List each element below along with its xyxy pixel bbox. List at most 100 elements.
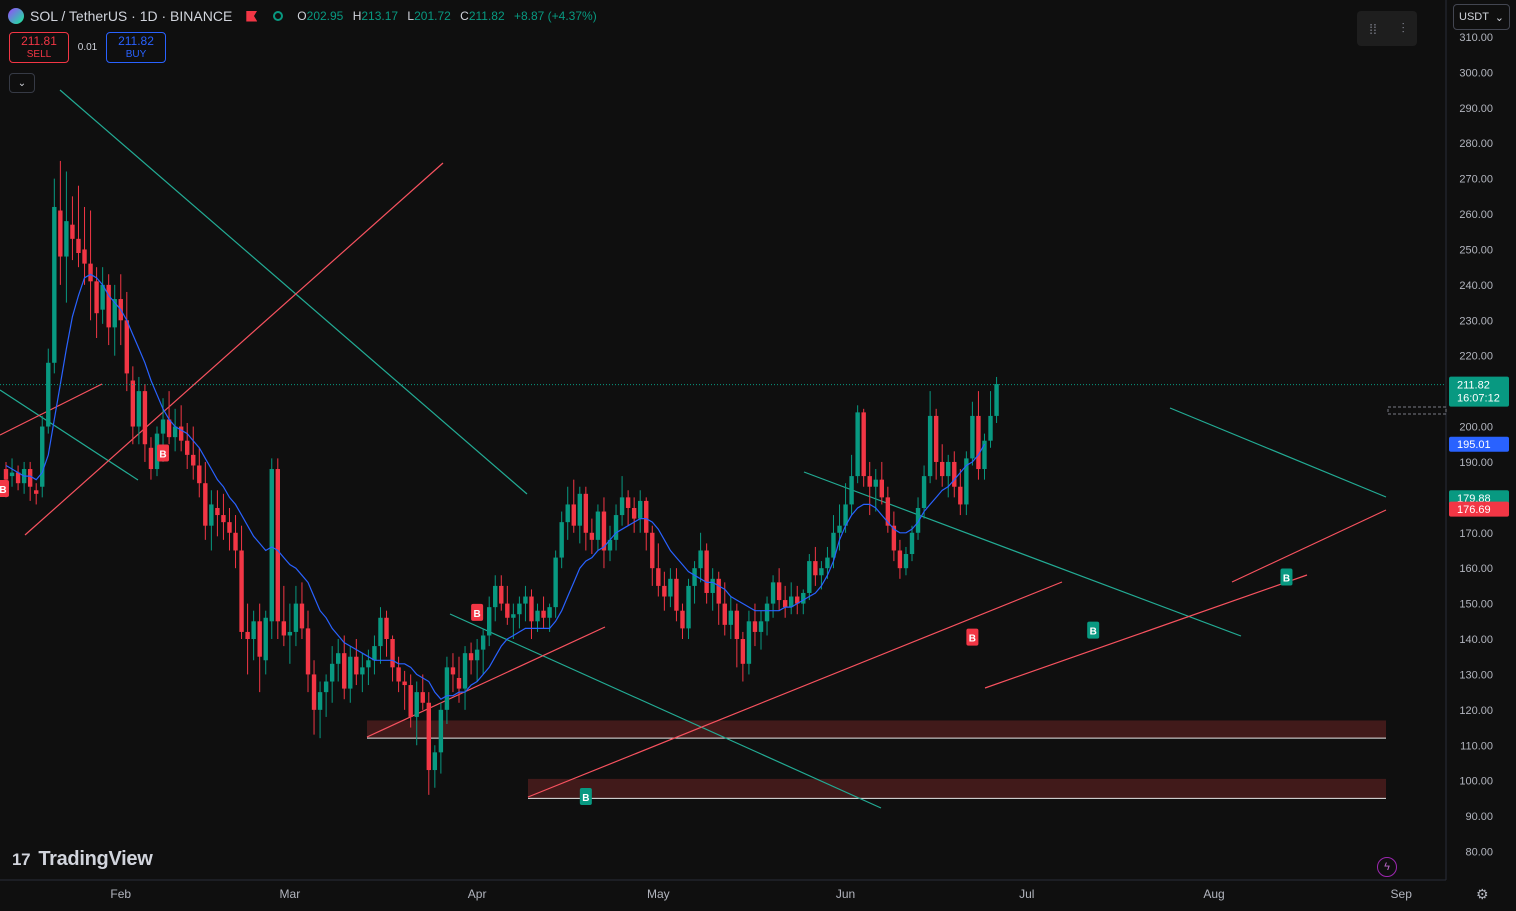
signal-marker — [1280, 568, 1293, 586]
candle — [281, 621, 287, 636]
candle — [776, 582, 782, 601]
signal-markers: B B B B B B B — [0, 444, 1293, 806]
candle — [650, 532, 655, 569]
time-tick: Jul — [1019, 887, 1034, 901]
candle — [257, 621, 262, 657]
price-tick: 280.00 — [1459, 138, 1493, 150]
candle — [233, 532, 238, 551]
lightning-icon[interactable]: ϟ — [1377, 857, 1397, 877]
candle — [94, 281, 99, 314]
price-label — [1449, 490, 1509, 506]
candle — [891, 525, 897, 551]
signal-marker-label: B — [474, 609, 481, 620]
candle — [988, 415, 993, 441]
candle — [27, 469, 33, 487]
candle — [927, 415, 933, 477]
candle — [456, 677, 462, 689]
candle — [136, 391, 142, 427]
candle — [444, 667, 450, 710]
symbol-title[interactable]: SOL / TetherUS · 1D · BINANCE — [30, 8, 233, 24]
candle — [909, 532, 915, 555]
candle — [831, 532, 836, 558]
candle — [535, 610, 540, 622]
candle — [487, 607, 492, 636]
candle — [795, 596, 800, 604]
price-tick: 90.00 — [1465, 811, 1493, 823]
time-tick: Jun — [836, 887, 855, 901]
candle — [70, 224, 75, 239]
candle — [523, 596, 528, 604]
market-status-icon — [273, 11, 284, 21]
candle — [317, 692, 323, 710]
candle — [160, 419, 166, 434]
signal-marker-label: B — [1283, 573, 1290, 584]
candle — [46, 362, 51, 427]
candle — [680, 610, 685, 629]
trade-panel: 211.81 SELL 0.01 211.82 BUY — [9, 32, 166, 63]
candlestick-icon[interactable]: ⫶ — [1401, 20, 1405, 36]
trend-line — [0, 383, 103, 436]
candle — [607, 539, 613, 551]
candle — [336, 653, 341, 664]
price-tick: 200.00 — [1459, 422, 1493, 434]
candle — [976, 415, 981, 470]
candle — [142, 391, 148, 445]
candle — [553, 557, 558, 608]
candle — [601, 511, 607, 551]
candle — [311, 674, 317, 710]
candle — [148, 447, 154, 470]
tradingview-logo[interactable]: 17 TradingView — [12, 848, 153, 871]
price-label-countdown: 16:07:12 — [1457, 393, 1500, 405]
candle — [970, 415, 975, 459]
collapse-legend-button[interactable]: ⌄ — [9, 73, 35, 93]
candle — [263, 617, 268, 661]
candle — [209, 504, 214, 526]
buy-button[interactable]: 211.82 BUY — [106, 32, 166, 63]
chart-toolbar[interactable]: ⁞⁞ ⫶ — [1357, 11, 1417, 46]
candle — [644, 500, 649, 533]
candle — [698, 550, 703, 569]
candle — [770, 582, 776, 604]
candle — [58, 210, 63, 257]
candle — [801, 592, 806, 604]
price-tick: 150.00 — [1459, 599, 1493, 611]
price-tick: 240.00 — [1459, 280, 1493, 292]
candle — [613, 515, 619, 540]
trend-line — [984, 574, 1308, 689]
candle — [589, 532, 595, 540]
candle — [595, 511, 601, 540]
drag-handle-icon[interactable]: ⁞⁞ — [1369, 20, 1377, 37]
candle — [686, 585, 691, 629]
candle — [191, 454, 196, 466]
candle — [112, 299, 117, 328]
candle — [215, 507, 220, 516]
price-tick: 220.00 — [1459, 351, 1493, 363]
candle — [462, 653, 468, 689]
signal-marker — [966, 628, 979, 646]
candle — [426, 702, 431, 771]
price-tick: 130.00 — [1459, 669, 1493, 681]
currency-select[interactable]: USDT ⌄ — [1453, 4, 1510, 30]
trend-line — [449, 613, 882, 809]
chevron-down-icon: ⌄ — [1494, 11, 1504, 24]
gear-icon[interactable]: ⚙ — [1476, 886, 1489, 902]
candle — [740, 639, 746, 664]
support-zone — [367, 720, 1386, 739]
price-tick: 140.00 — [1459, 634, 1493, 646]
candle — [154, 433, 160, 470]
candle — [825, 557, 830, 569]
sell-button[interactable]: 211.81 SELL — [9, 32, 69, 63]
candle — [450, 667, 456, 675]
price-label-value: 211.82 — [1457, 380, 1490, 392]
trend-line — [1169, 407, 1387, 498]
candle — [185, 440, 190, 455]
sol-logo-icon — [8, 8, 24, 24]
candle — [674, 578, 679, 611]
trend-line — [59, 89, 528, 495]
candle — [396, 667, 401, 682]
candle — [867, 476, 872, 487]
time-axis: Feb Mar Apr May Jun Jul Aug Sep — [110, 887, 1412, 901]
flag-icon[interactable] — [246, 10, 258, 22]
price-tick: 300.00 — [1459, 67, 1493, 79]
